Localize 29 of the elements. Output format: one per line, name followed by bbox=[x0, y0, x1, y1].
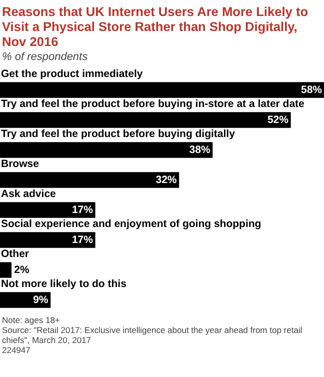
y-tick-label: Try and feel the product before buying digitally bbox=[1, 128, 236, 140]
data-label: 17% bbox=[72, 204, 94, 216]
y-tick-label: Not more likely to do this bbox=[1, 278, 127, 290]
source-note: Source: "Retail 2017: Exclusive intelligence about the year ahead from top retail chiefs", March 20, 2017 bbox=[2, 325, 304, 345]
bar bbox=[0, 172, 180, 188]
bar bbox=[0, 232, 96, 248]
chart-subtitle: % of respondents bbox=[1, 50, 89, 63]
data-label: 32% bbox=[156, 174, 178, 186]
y-tick-label: Social experience and enjoyment of going shopping bbox=[1, 218, 262, 230]
data-label: 9% bbox=[33, 294, 49, 306]
chart-title: Reasons that UK Internet Users Are More Likely to Visit a Physical Store Rather than Shop Digitally, Nov 2016 bbox=[1, 3, 310, 49]
y-tick-label: Other bbox=[1, 248, 30, 260]
data-label: 52% bbox=[267, 114, 290, 126]
y-tick-label: Get the product immediately bbox=[1, 68, 143, 80]
data-label: 58% bbox=[300, 84, 323, 96]
text: 224947 bbox=[2, 345, 32, 355]
bar bbox=[0, 202, 96, 218]
bar bbox=[0, 292, 51, 308]
bar bbox=[0, 112, 291, 128]
data-label: 17% bbox=[72, 234, 94, 246]
y-tick-label: Try and feel the product before buying in-store at a later date bbox=[1, 98, 305, 110]
bar bbox=[0, 82, 324, 98]
data-label: 2% bbox=[14, 264, 30, 276]
y-tick-label: Ask advice bbox=[1, 188, 56, 200]
text: Note: ages 18+ bbox=[2, 315, 61, 325]
bar bbox=[0, 262, 12, 278]
y-tick-label: Browse bbox=[1, 158, 40, 170]
data-label: 38% bbox=[189, 144, 211, 156]
bar bbox=[0, 142, 213, 158]
